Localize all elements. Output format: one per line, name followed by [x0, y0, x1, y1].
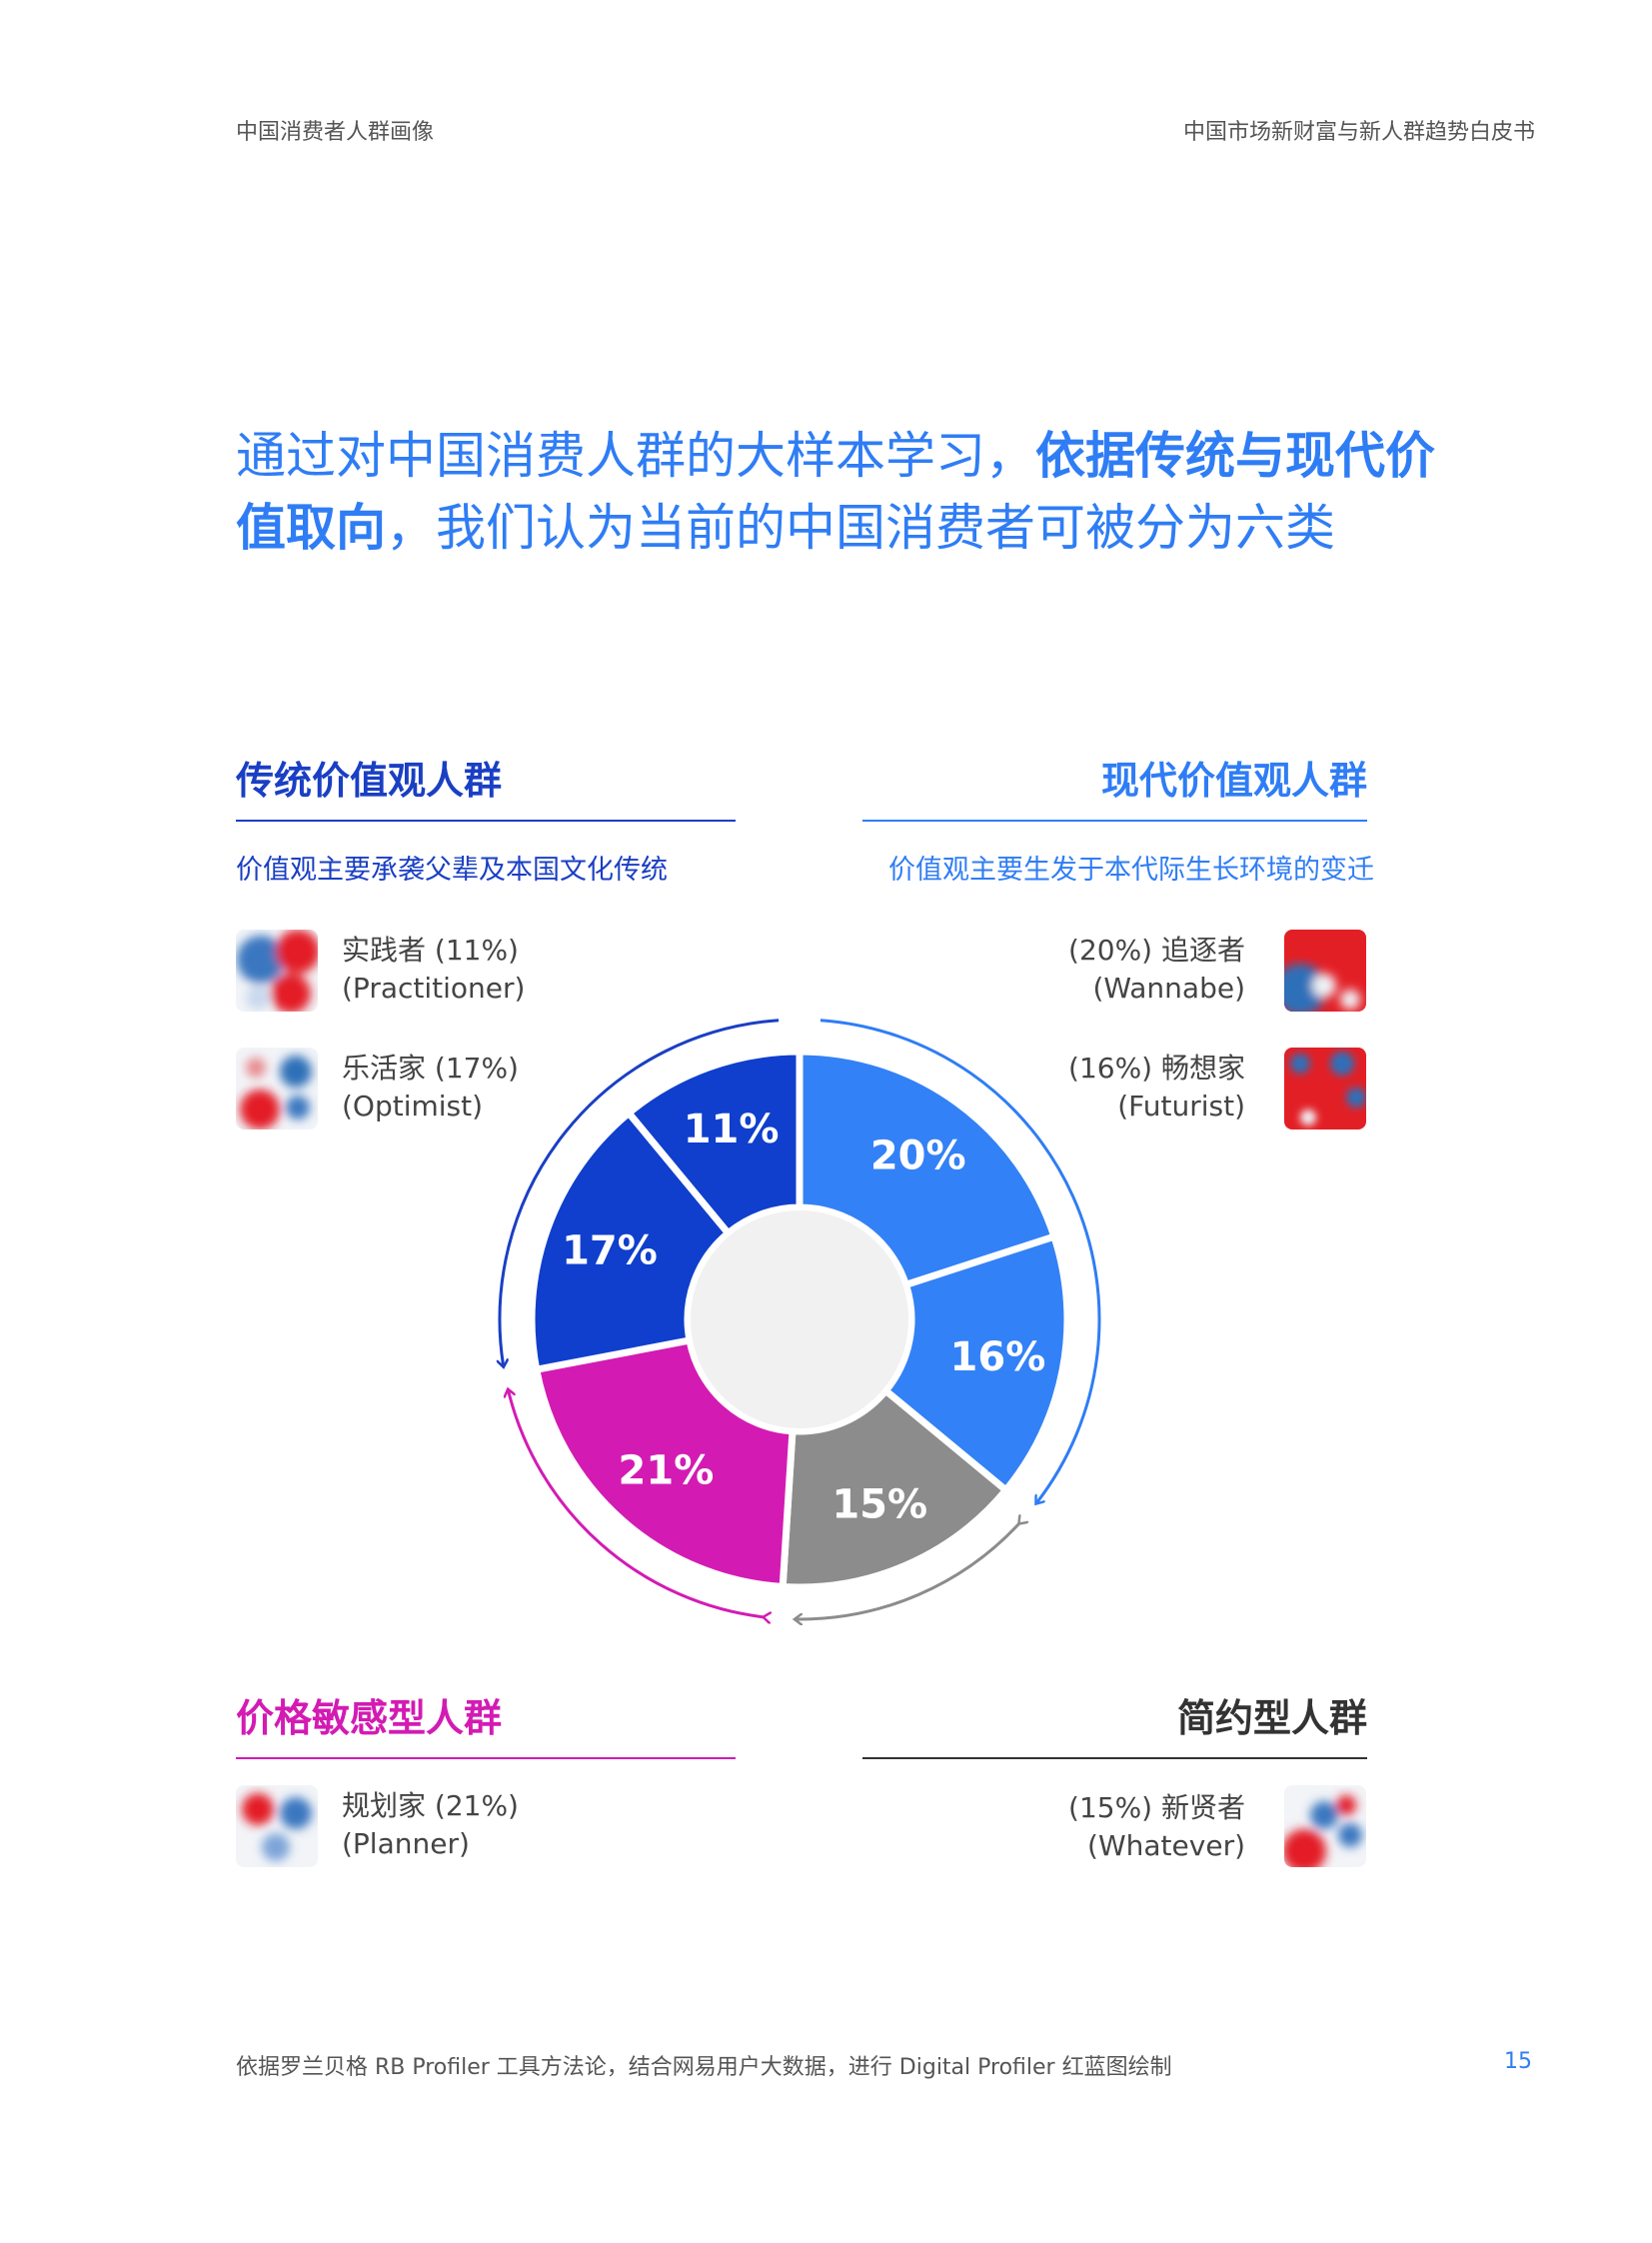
traditional-group-title: 传统价值观人群	[236, 759, 503, 803]
modern-group-desc: 价值观主要生发于本代际生长环境的变迁	[888, 855, 1374, 886]
modern-divider	[862, 820, 1367, 822]
optimist-name: 乐活家 (17%)	[342, 1052, 519, 1085]
simple-group-title: 简约型人群	[1176, 1696, 1367, 1740]
slice-label-wannabe: 20%	[870, 1133, 966, 1179]
headline-line1-normal: 通过对中国消费人群的大样本学习，	[236, 427, 1035, 485]
slice-label-planner: 21%	[619, 1448, 715, 1494]
wannabe-name: (20%) 追逐者	[1068, 934, 1245, 967]
simple-divider	[862, 1757, 1367, 1759]
optimist-profile-icon	[236, 1048, 318, 1129]
futurist-profile-icon	[1284, 1048, 1366, 1129]
slice-label-futurist: 16%	[950, 1334, 1046, 1380]
price-divider	[236, 1757, 736, 1759]
practitioner-name: 实践者 (11%)	[342, 934, 519, 967]
slice-label-optimist: 17%	[562, 1228, 658, 1274]
price-group-title: 价格敏感型人群	[236, 1696, 503, 1740]
whatever-en: (Whatever)	[1087, 1829, 1245, 1862]
modern-group-title: 现代价值观人群	[1100, 759, 1367, 803]
page-number: 15	[1504, 2049, 1532, 2074]
whatever-label: (15%) 新贤者 (Whatever)	[1068, 1789, 1245, 1865]
optimist-label: 乐活家 (17%) (Optimist)	[342, 1050, 519, 1125]
modern-bracket-arc	[820, 1019, 1101, 1502]
headline: 通过对中国消费人群的大样本学习，依据传统与现代价 值取向，我们认为当前的中国消费…	[236, 420, 1435, 564]
traditional-bracket-arc	[500, 1019, 780, 1365]
header-left: 中国消费者人群画像	[236, 120, 435, 145]
traditional-divider	[236, 820, 736, 822]
wannabe-en: (Wannabe)	[1092, 972, 1245, 1005]
price-bracket-arc	[509, 1391, 766, 1617]
wannabe-label: (20%) 追逐者 (Wannabe)	[1068, 932, 1245, 1008]
slice-labels: 20% 16% 15% 21% 17% 11%	[562, 1107, 1045, 1527]
planner-name: 规划家 (21%)	[342, 1789, 519, 1822]
futurist-label: (16%) 畅想家 (Futurist)	[1068, 1050, 1245, 1125]
planner-profile-icon	[236, 1785, 318, 1867]
wannabe-profile-icon	[1284, 930, 1366, 1012]
consumer-segment-donut-chart: 20% 16% 15% 21% 17% 11%	[440, 1019, 1101, 1649]
futurist-en: (Futurist)	[1117, 1090, 1245, 1122]
slice-label-practitioner: 11%	[684, 1107, 780, 1152]
optimist-en: (Optimist)	[342, 1090, 484, 1122]
group-bracket-arcs	[500, 1019, 1101, 1619]
headline-line2-normal: ，我们认为当前的中国消费者可被分为六类	[386, 499, 1335, 557]
practitioner-en: (Practitioner)	[342, 972, 526, 1005]
simple-bracket-arc	[797, 1522, 1020, 1619]
futurist-name: (16%) 畅想家	[1068, 1052, 1245, 1085]
traditional-group-desc: 价值观主要承袭父辈及本国文化传统	[236, 855, 668, 886]
planner-en: (Planner)	[342, 1827, 470, 1860]
donut-center	[685, 1204, 914, 1434]
practitioner-profile-icon	[236, 930, 318, 1012]
planner-label: 规划家 (21%) (Planner)	[342, 1787, 519, 1863]
practitioner-label: 实践者 (11%) (Practitioner)	[342, 932, 525, 1008]
source-note: 依据罗兰贝格 RB Profiler 工具方法论，结合网易用户大数据，进行 Di…	[236, 2055, 1172, 2080]
whatever-name: (15%) 新贤者	[1068, 1791, 1245, 1824]
slice-label-whatever: 15%	[831, 1481, 927, 1527]
headline-line2-bold: 值取向	[236, 499, 386, 557]
whatever-profile-icon	[1284, 1785, 1366, 1867]
header-right: 中国市场新财富与新人群趋势白皮书	[1182, 120, 1535, 145]
headline-line1-bold: 依据传统与现代价	[1035, 427, 1435, 485]
